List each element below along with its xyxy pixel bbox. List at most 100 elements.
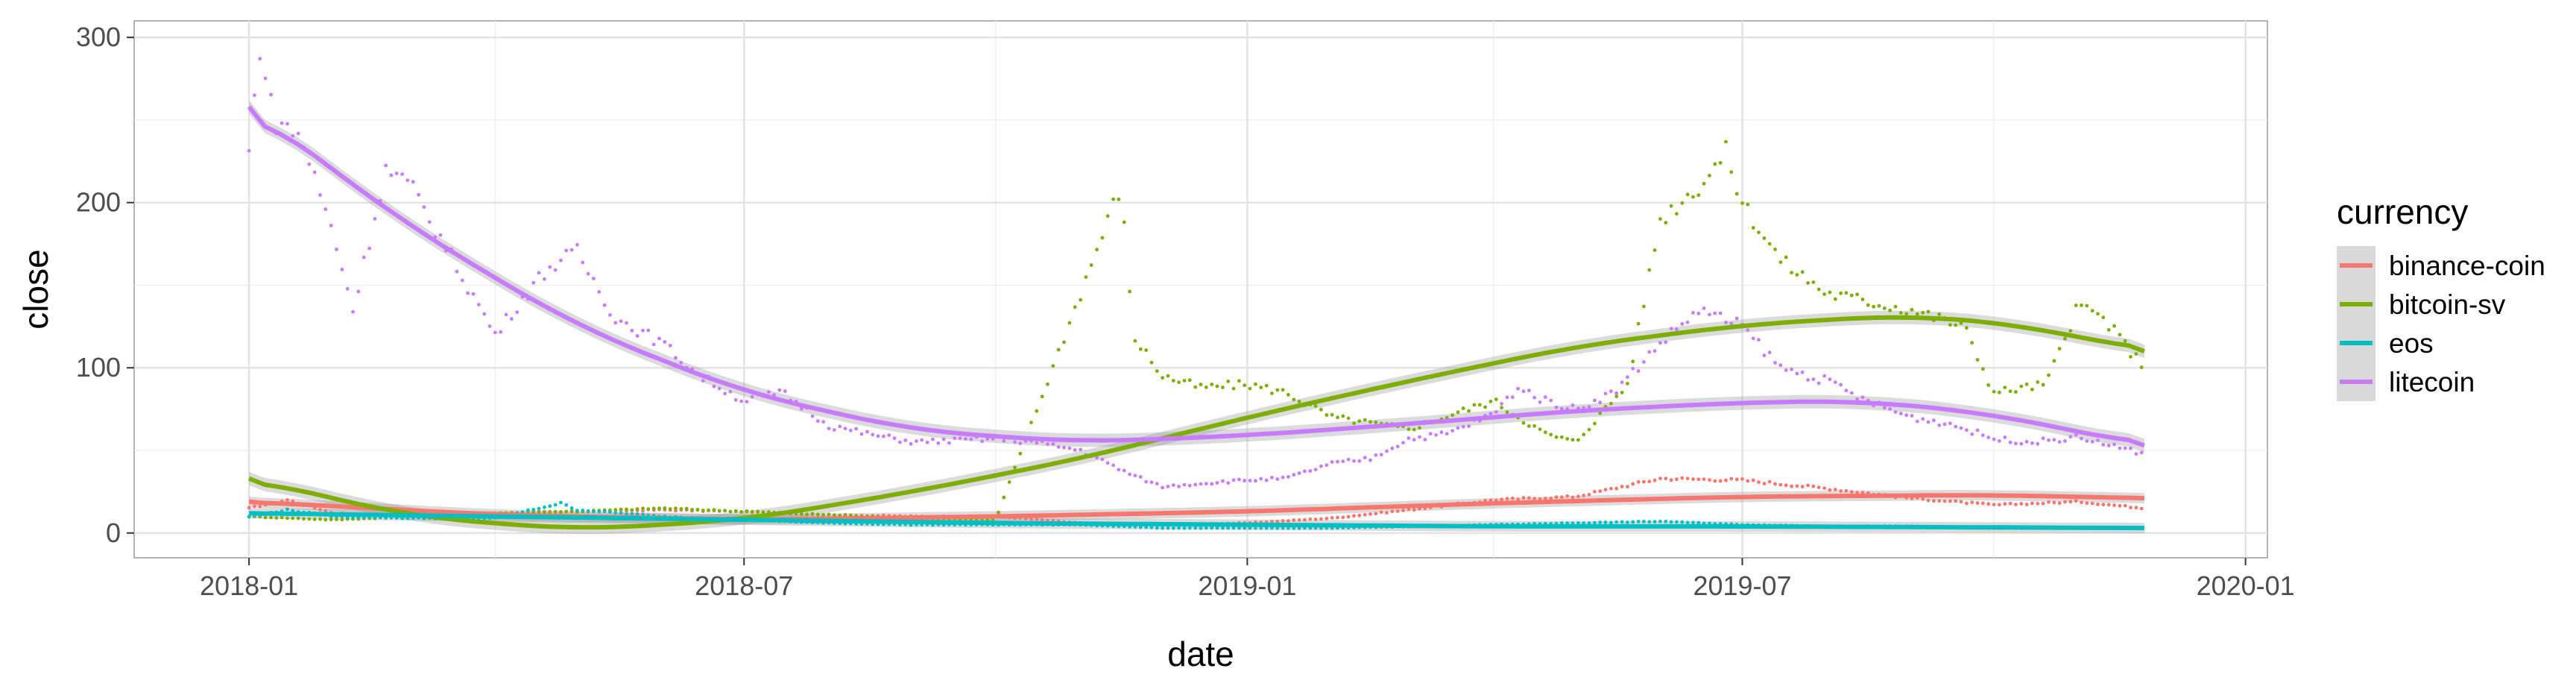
point-bitcoin-sv	[1992, 389, 1996, 394]
point-bitcoin-sv	[657, 506, 661, 511]
point-bitcoin-sv	[1866, 303, 1870, 307]
point-bitcoin-sv	[1215, 384, 1219, 389]
point-litecoin	[1231, 478, 1236, 482]
point-litecoin	[1013, 440, 1017, 444]
point-eos	[1609, 520, 1613, 525]
point-litecoin	[323, 207, 328, 211]
point-litecoin	[750, 394, 754, 399]
point-litecoin	[1784, 368, 1788, 372]
point-eos	[1259, 526, 1263, 530]
point-bitcoin-sv	[1811, 280, 1816, 284]
point-binance-coin	[1330, 516, 1334, 520]
plot-panel	[133, 20, 2268, 559]
point-litecoin	[1915, 419, 1919, 424]
point-litecoin	[559, 258, 563, 262]
point-litecoin	[1138, 475, 1143, 479]
point-binance-coin	[1860, 491, 1865, 494]
point-bitcoin-sv	[1806, 281, 1811, 285]
point-litecoin	[1281, 475, 1285, 479]
point-litecoin	[821, 420, 825, 424]
point-litecoin	[1401, 441, 1405, 445]
point-bitcoin-sv	[1636, 321, 1641, 326]
point-litecoin	[1965, 428, 1969, 432]
point-bitcoin-sv	[2019, 384, 2024, 389]
point-bitcoin-sv	[695, 508, 700, 512]
point-binance-coin	[285, 498, 289, 502]
point-bitcoin-sv	[1450, 413, 1454, 417]
point-bitcoin-sv	[761, 510, 765, 515]
point-litecoin	[253, 93, 256, 98]
point-litecoin	[1018, 441, 1023, 445]
point-eos	[1166, 526, 1170, 530]
point-eos	[1636, 520, 1641, 523]
point-litecoin	[1505, 395, 1509, 400]
point-eos	[553, 503, 558, 507]
point-binance-coin	[2085, 501, 2089, 506]
point-binance-coin	[1998, 503, 2001, 507]
point-litecoin	[1898, 412, 1903, 416]
point-litecoin	[280, 121, 284, 125]
point-litecoin	[1816, 381, 1821, 386]
point-eos	[531, 508, 536, 512]
point-eos	[537, 506, 541, 511]
point-bitcoin-sv	[1680, 201, 1685, 205]
point-bitcoin-sv	[1757, 230, 1761, 235]
point-bitcoin-sv	[1254, 382, 1257, 386]
point-litecoin	[2052, 438, 2056, 442]
point-eos	[548, 504, 552, 509]
point-binance-coin	[1281, 519, 1285, 523]
point-bitcoin-sv	[1319, 407, 1323, 412]
point-litecoin	[1767, 350, 1772, 355]
point-litecoin	[2041, 436, 2045, 441]
point-binance-coin	[1696, 477, 1701, 482]
point-bitcoin-sv	[1007, 480, 1011, 484]
point-bitcoin-sv	[2047, 373, 2051, 377]
point-litecoin	[1800, 370, 1805, 374]
point-binance-coin	[2080, 500, 2083, 505]
point-eos	[247, 515, 251, 519]
point-eos	[1199, 526, 1203, 530]
point-bitcoin-sv	[2008, 389, 2012, 394]
point-bitcoin-sv	[1368, 420, 1372, 424]
point-binance-coin	[1921, 497, 1925, 501]
point-litecoin	[701, 379, 705, 383]
legend: binance-coin bitcoin-sv eos litecoin	[2337, 246, 2545, 401]
point-litecoin	[2024, 439, 2029, 444]
point-eos	[1144, 525, 1148, 529]
point-eos	[586, 509, 590, 513]
point-bitcoin-sv	[1642, 304, 1646, 309]
point-binance-coin	[1942, 499, 1947, 503]
point-bitcoin-sv	[1538, 427, 1542, 431]
point-bitcoin-sv	[1921, 310, 1925, 315]
point-binance-coin	[2096, 503, 2100, 506]
axes: 0 100 200 300 2018-01 2018-07 2019-01 2019-07 20…	[76, 22, 2295, 601]
point-litecoin	[915, 439, 918, 443]
point-bitcoin-sv	[821, 513, 825, 517]
point-bitcoin-sv	[1795, 273, 1799, 277]
point-litecoin	[373, 217, 377, 221]
point-litecoin	[482, 312, 487, 316]
point-eos	[1669, 520, 1673, 524]
point-binance-coin	[2008, 501, 2012, 506]
point-bitcoin-sv	[690, 508, 694, 512]
point-bitcoin-sv	[1056, 347, 1061, 352]
point-litecoin	[1691, 311, 1695, 315]
point-bitcoin-sv	[684, 506, 689, 511]
point-bitcoin-sv	[756, 510, 760, 514]
point-binance-coin	[1669, 478, 1673, 482]
point-bitcoin-sv	[1631, 359, 1635, 364]
point-bitcoin-sv	[263, 515, 268, 520]
point-litecoin	[663, 340, 667, 344]
point-bitcoin-sv	[1559, 435, 1564, 439]
point-litecoin	[1986, 435, 1991, 439]
point-eos	[1193, 526, 1198, 530]
point-eos	[1248, 526, 1252, 530]
point-litecoin	[1461, 424, 1465, 429]
point-eos	[1631, 520, 1635, 524]
point-litecoin	[258, 57, 262, 61]
point-bitcoin-sv	[1177, 380, 1181, 385]
point-litecoin	[1117, 468, 1121, 472]
point-binance-coin	[1532, 497, 1537, 500]
point-bitcoin-sv	[1898, 311, 1903, 315]
point-litecoin	[1543, 395, 1547, 399]
